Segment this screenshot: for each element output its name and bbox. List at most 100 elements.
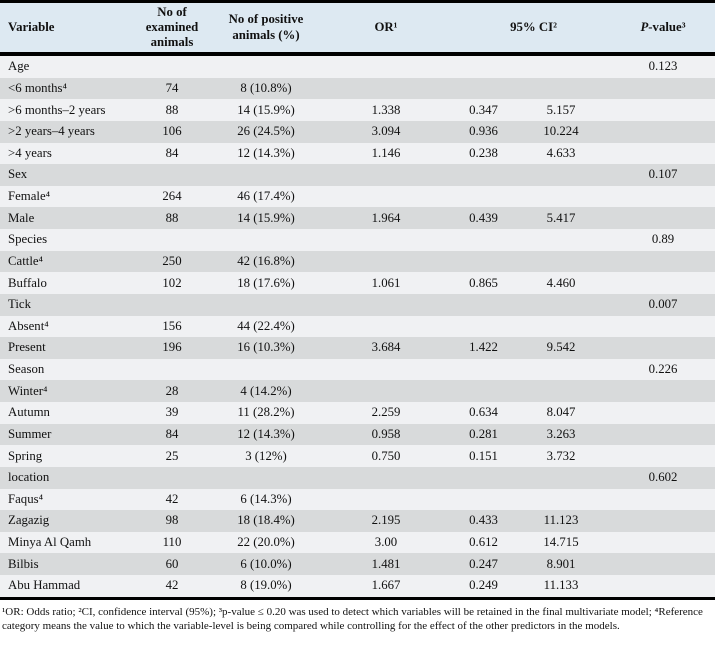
table-row: Minya Al Qamh 110 22 (20.0%) 3.00 0.612 14.71… <box>0 531 715 554</box>
cell-ci_high <box>511 78 611 100</box>
cell-positive: 14 (15.9%) <box>237 210 295 225</box>
table-row: Autumn 39 11 (28.2%) 2.259 0.634 8.047 <box>0 402 715 424</box>
cell-ci_high: 4.633 <box>546 145 576 160</box>
cell-examined: 28 <box>165 383 179 398</box>
table-row: >2 years–4 years 106 26 (24.5%) 3.094 0.936 1… <box>0 120 715 143</box>
header-variable: Variable <box>0 1 128 56</box>
table-row: Buffalo 102 18 (17.6%) 1.061 0.865 4.460 <box>0 272 715 294</box>
table-row: Female⁴ 264 46 (17.4%) <box>0 185 715 208</box>
cell-ci_high <box>511 359 611 381</box>
header-p-italic: P <box>640 19 649 34</box>
cell-p <box>611 402 715 424</box>
cell-ci_high: 3.732 <box>546 448 576 463</box>
cell-p <box>611 337 715 359</box>
cell-examined <box>128 294 216 316</box>
cell-or: 0.750 <box>371 448 401 463</box>
cell-ci_low <box>456 467 511 489</box>
cell-p <box>611 510 715 532</box>
cell-p: 0.89 <box>651 232 675 247</box>
cell-ci_low <box>456 186 511 208</box>
table-row: Abu Hammad 42 8 (19.0%) 1.667 0.249 11.133 <box>0 575 715 599</box>
cell-or <box>316 380 456 402</box>
cell-or: 0.958 <box>371 426 401 441</box>
cell-label: Summer <box>8 426 52 441</box>
table-row: >6 months–2 years 88 14 (15.9%) 1.338 0.347 5… <box>0 99 715 121</box>
cell-or: 3.684 <box>371 340 401 355</box>
cell-or <box>316 229 456 251</box>
cell-positive <box>216 164 316 186</box>
cell-examined: 88 <box>165 210 179 225</box>
cell-positive: 16 (10.3%) <box>237 340 295 355</box>
cell-ci_low: 0.439 <box>469 210 498 225</box>
cell-label: Absent⁴ <box>8 318 49 333</box>
table-footnote: ¹OR: Odds ratio; ²CI, confidence interva… <box>2 605 703 633</box>
cell-ci_low: 0.936 <box>469 124 498 139</box>
cell-examined <box>128 467 216 489</box>
cell-examined: 42 <box>165 578 179 593</box>
cell-or: 1.481 <box>371 556 401 571</box>
cell-examined <box>128 164 216 186</box>
cell-ci_high: 11.123 <box>543 513 579 528</box>
header-examined-label: No of examined animals <box>145 4 199 50</box>
cell-examined: 60 <box>165 556 179 571</box>
cell-ci_high <box>511 467 611 489</box>
cell-ci_low <box>456 251 511 273</box>
table-row: Present 196 16 (10.3%) 3.684 1.422 9.542 <box>0 337 715 359</box>
cell-examined: 196 <box>162 340 182 355</box>
cell-ci_low <box>456 54 511 78</box>
cell-examined: 74 <box>165 80 179 95</box>
cell-ci_low: 0.238 <box>469 145 498 160</box>
table-row: Zagazig 98 18 (18.4%) 2.195 0.433 11.123 <box>0 510 715 532</box>
cell-positive: 4 (14.2%) <box>240 383 292 398</box>
table-row: Male 88 14 (15.9%) 1.964 0.439 5.417 <box>0 207 715 229</box>
cell-positive <box>216 359 316 381</box>
cell-p <box>611 272 715 294</box>
cell-label: Sex <box>8 167 28 182</box>
cell-ci_low: 0.634 <box>469 405 498 420</box>
cell-or: 1.146 <box>371 145 401 160</box>
cell-examined: 106 <box>162 124 182 139</box>
cell-p <box>611 553 715 575</box>
regression-table-figure: Variable No of examined animals No of po… <box>0 0 715 633</box>
header-positive: No of positive animals (%) <box>216 1 316 56</box>
cell-label: >4 years <box>8 145 52 160</box>
cell-positive: 6 (14.3%) <box>240 491 292 506</box>
cell-ci_high: 10.224 <box>543 124 579 139</box>
cell-or: 3.00 <box>374 535 398 550</box>
cell-label: Winter⁴ <box>8 383 48 398</box>
cell-or: 2.259 <box>371 405 401 420</box>
cell-p: 0.107 <box>648 167 678 182</box>
table-row: Sex 0.107 <box>0 164 715 186</box>
results-table: Variable No of examined animals No of po… <box>0 0 715 600</box>
header-positive-label: No of positive animals (%) <box>228 12 304 42</box>
cell-ci_high: 8.047 <box>546 405 576 420</box>
cell-p <box>611 316 715 338</box>
cell-or: 1.338 <box>371 102 401 117</box>
table-row: Season 0.226 <box>0 358 715 381</box>
cell-or <box>316 316 456 338</box>
cell-ci_high: 11.133 <box>543 578 579 593</box>
cell-positive: 8 (19.0%) <box>240 578 292 593</box>
cell-or <box>316 78 456 100</box>
cell-ci_low <box>456 294 511 316</box>
cell-or: 1.667 <box>371 578 401 593</box>
cell-label: <6 months⁴ <box>8 80 67 95</box>
cell-positive: 6 (10.0%) <box>240 556 292 571</box>
cell-ci_high: 9.542 <box>546 340 576 355</box>
cell-examined <box>128 54 216 78</box>
cell-ci_low: 0.433 <box>469 513 498 528</box>
cell-or <box>316 54 456 78</box>
cell-label: Spring <box>8 448 43 463</box>
cell-ci_low <box>456 229 511 251</box>
cell-positive: 18 (17.6%) <box>237 275 295 290</box>
cell-positive: 18 (18.4%) <box>237 513 295 528</box>
cell-examined: 84 <box>165 145 179 160</box>
cell-ci_high <box>511 380 611 402</box>
cell-ci_high <box>511 251 611 273</box>
table-row: Cattle⁴ 250 42 (16.8%) <box>0 250 715 273</box>
cell-ci_low: 1.422 <box>469 340 498 355</box>
cell-positive <box>216 294 316 316</box>
cell-ci_low <box>456 164 511 186</box>
cell-label: Present <box>8 340 46 355</box>
cell-positive <box>216 467 316 489</box>
